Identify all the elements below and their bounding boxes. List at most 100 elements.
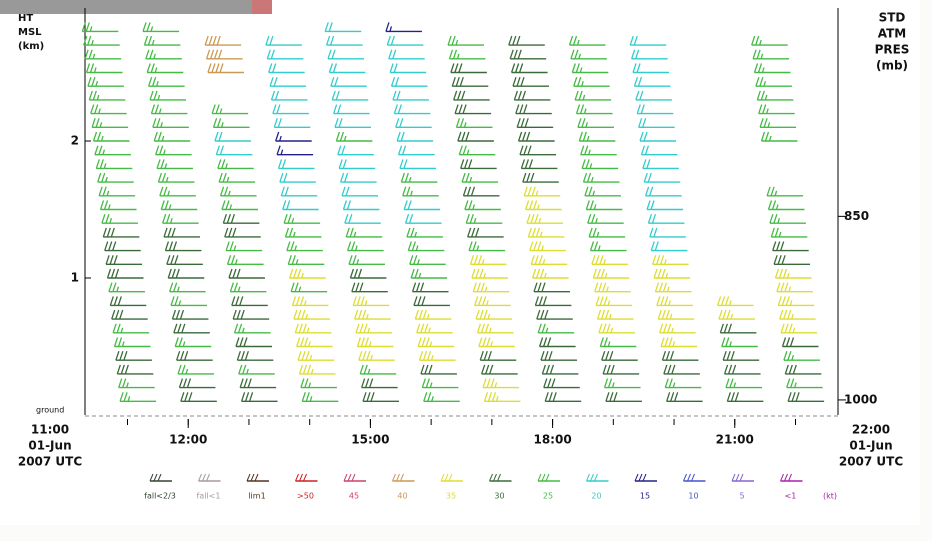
wind-barb <box>174 337 212 348</box>
wind-barb <box>664 378 702 389</box>
barb-half <box>308 382 312 388</box>
barb-feather <box>280 186 285 197</box>
wind-barb <box>345 227 383 238</box>
barb-feather <box>286 200 291 210</box>
barb-half <box>306 327 310 333</box>
barb-feather <box>112 323 117 334</box>
barb-feather <box>205 49 211 60</box>
legend-feather <box>586 473 590 482</box>
barb-feather <box>424 364 429 375</box>
barb-feather <box>424 323 429 334</box>
wind-barb <box>92 131 130 142</box>
wind-barb <box>510 63 548 74</box>
legend-feather <box>202 473 206 482</box>
barb-feather <box>113 255 118 265</box>
wind-barb <box>404 213 442 224</box>
barb-feather <box>273 118 278 128</box>
barb-feather <box>287 213 292 224</box>
wind-barb <box>581 159 619 170</box>
barb-half <box>233 245 237 251</box>
barb-feather <box>345 186 350 197</box>
barb-feather <box>780 282 785 292</box>
barb-feather <box>755 76 760 87</box>
wind-barb <box>635 90 672 101</box>
barb-feather <box>226 213 231 224</box>
wind-barb <box>393 104 431 115</box>
barb-feather <box>150 63 155 73</box>
wind-barb <box>660 337 698 348</box>
wind-barb <box>349 268 387 279</box>
barb-feather <box>417 337 422 347</box>
barb-feather <box>302 323 307 334</box>
satellite-thumbnail <box>0 0 272 14</box>
barb-feather <box>295 296 301 306</box>
barb-feather <box>279 172 284 183</box>
barb-feather <box>545 364 551 375</box>
barb-feather <box>300 378 305 388</box>
barb-feather <box>145 49 150 60</box>
barb-half <box>96 94 100 101</box>
barb-feather <box>468 159 473 169</box>
barb-feather <box>451 76 456 87</box>
barb-feather <box>282 200 287 210</box>
legend-feather <box>780 473 784 482</box>
wind-barb <box>157 172 195 183</box>
barb-feather <box>265 35 270 46</box>
barb-feather <box>462 104 467 114</box>
barb-half <box>541 245 544 251</box>
barb-feather <box>352 296 357 306</box>
barb-half <box>301 272 304 279</box>
legend-swatch <box>780 473 803 482</box>
barb-feather <box>410 227 415 238</box>
wind-barb <box>277 159 315 170</box>
barb-feather <box>111 309 116 320</box>
wind-barb <box>523 186 561 197</box>
barb-feather <box>345 227 350 238</box>
barb-feather <box>180 350 185 361</box>
barb-feather <box>181 323 186 334</box>
wind-barb <box>149 90 187 101</box>
barb-feather <box>161 172 167 183</box>
barb-feather <box>396 90 401 101</box>
barb-half <box>476 245 480 251</box>
barb-feather <box>731 364 737 375</box>
barb-feather <box>304 337 309 347</box>
barb-feather <box>184 350 189 361</box>
barb-feather <box>94 104 99 114</box>
barb-feather <box>421 296 426 306</box>
barb-feather <box>602 282 607 292</box>
barb-feather <box>361 309 367 320</box>
barb-feather <box>582 131 587 142</box>
barb-feather <box>609 350 614 361</box>
barb-half <box>219 108 223 114</box>
wind-barb <box>774 268 812 279</box>
plot-panel <box>0 0 920 525</box>
barb-feather <box>600 268 605 279</box>
barb-feather <box>112 241 117 251</box>
barb-feather <box>447 35 452 46</box>
barb-feather <box>462 145 467 155</box>
barb-feather <box>92 90 97 101</box>
barb-feather <box>530 172 535 183</box>
barb-feather <box>603 378 609 388</box>
barb-feather <box>222 213 227 224</box>
wind-barb <box>642 159 679 170</box>
barb-half <box>408 176 412 183</box>
barb-feather <box>791 392 796 402</box>
barb-feather <box>160 200 165 210</box>
barb-half <box>777 218 781 224</box>
barb-half <box>370 355 373 361</box>
wind-barb <box>760 131 798 142</box>
barb-feather <box>789 337 795 347</box>
barb-feather <box>335 90 340 101</box>
barb-feather <box>411 241 416 251</box>
barb-feather <box>204 35 209 46</box>
wind-barb <box>269 76 307 87</box>
barb-half <box>760 53 764 59</box>
legend-label: 10 <box>688 492 698 501</box>
barb-feather <box>414 309 419 320</box>
barb-feather <box>116 323 121 334</box>
barb-half <box>791 355 795 361</box>
wind-barb <box>232 309 270 320</box>
y2-tick-label: 1000 <box>844 392 877 406</box>
